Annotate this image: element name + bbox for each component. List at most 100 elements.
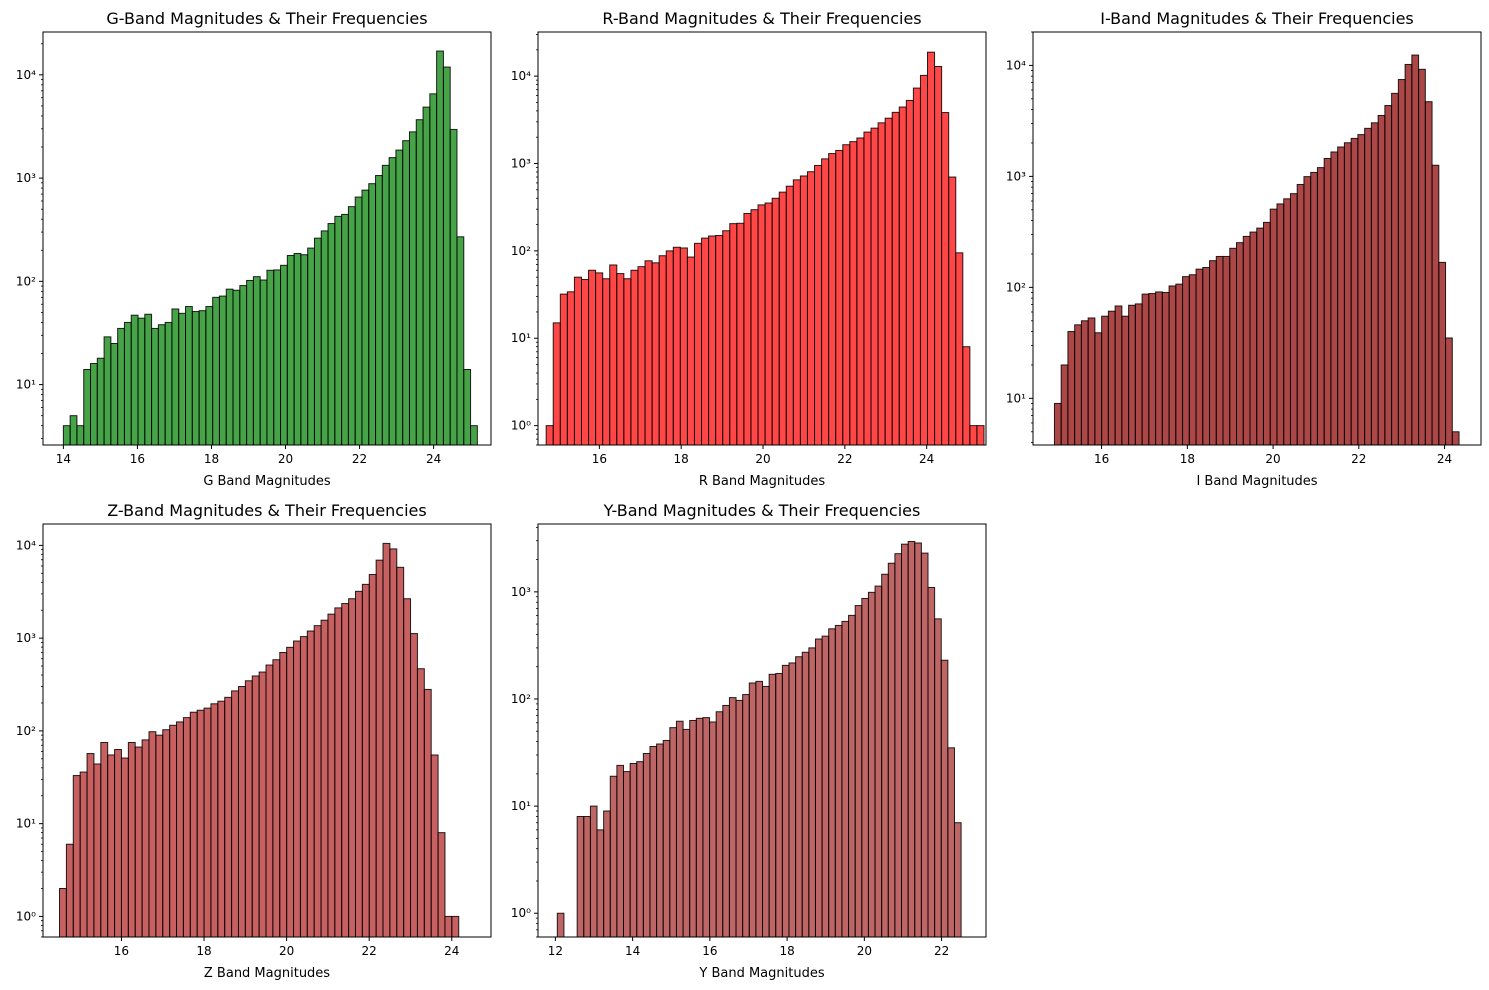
histogram-bar <box>107 754 116 938</box>
histogram-bar <box>1337 146 1345 446</box>
histogram-bar <box>828 628 836 938</box>
y-tick-label: 10¹ <box>16 378 36 392</box>
histogram-bar <box>801 651 810 938</box>
histogram-bar <box>736 222 745 446</box>
histogram-bar <box>1377 114 1386 446</box>
histogram-bar <box>1229 247 1238 446</box>
histogram-bar <box>1283 198 1291 446</box>
histogram-bar <box>1350 137 1359 446</box>
histogram-bar <box>327 223 336 446</box>
x-tick-label: 12 <box>548 944 563 958</box>
chart-title: G-Band Magnitudes & Their Frequencies <box>106 9 427 28</box>
histogram-bar <box>728 697 737 938</box>
histogram-bar <box>148 731 157 938</box>
histogram-bar <box>334 607 343 938</box>
histogram-bar <box>947 747 955 938</box>
histogram-bar <box>1411 54 1420 446</box>
histogram-bar <box>1445 337 1453 446</box>
histogram-bar <box>861 597 869 938</box>
histogram-bar <box>76 425 85 446</box>
histogram-bar <box>279 652 288 938</box>
histogram-bar <box>259 279 268 446</box>
histogram-bar <box>821 158 830 446</box>
histogram-bar <box>205 306 214 446</box>
histogram-bar <box>410 633 418 938</box>
histogram-bar <box>196 709 205 938</box>
histogram-bar <box>1330 151 1339 446</box>
histogram-bar <box>313 625 322 938</box>
histogram-bar <box>1141 293 1150 446</box>
histogram-bar <box>320 230 329 446</box>
histogram-bar <box>559 293 568 446</box>
histogram-bar <box>416 668 425 938</box>
histogram-bar <box>130 314 139 446</box>
chart-panel-2: 16 18 20 22 24 10⁰ 10¹ 10² 10³ 10⁴ R-Band Magnitud… <box>511 9 987 489</box>
histogram-bar <box>919 74 929 446</box>
y-tick-label: 10² <box>511 244 531 258</box>
histogram-bar <box>1182 276 1190 446</box>
histogram-bar <box>649 746 658 938</box>
histogram-bar <box>848 614 856 938</box>
histogram-bar <box>630 269 639 446</box>
chart-panel-5: 12 14 16 18 20 22 10⁰ 10¹ 10² 10³ Y-Band Magnitude… <box>511 501 987 981</box>
histogram-bar <box>341 213 349 446</box>
x-tick-label: 18 <box>204 452 219 466</box>
histogram-bar <box>849 141 858 446</box>
histogram-bar <box>573 276 582 446</box>
histogram-bar <box>828 153 837 446</box>
histogram-bar <box>273 269 282 446</box>
histogram-bar <box>103 336 112 446</box>
histogram-bar <box>583 815 591 938</box>
histogram-bar <box>788 662 797 938</box>
histogram-bar <box>764 202 773 446</box>
histogram-bar <box>382 542 391 938</box>
histogram-bar <box>231 690 239 938</box>
histogram-bar <box>86 753 95 938</box>
histogram-bar <box>602 278 611 446</box>
histogram-bar <box>157 324 166 446</box>
histogram-bar <box>709 721 717 938</box>
histogram-bar <box>962 346 971 446</box>
y-tick-label: 10² <box>16 274 36 288</box>
histogram-bar <box>914 542 922 938</box>
histogram-bar <box>347 206 356 446</box>
histogram-bar <box>1222 255 1231 446</box>
histogram-bar <box>368 183 377 446</box>
histogram-bar <box>246 279 254 446</box>
histogram-bar <box>686 256 695 446</box>
histogram-bar <box>1080 320 1089 446</box>
histogram-bar <box>1357 134 1366 446</box>
histogram-bar <box>265 664 274 938</box>
histogram-bar <box>327 613 336 938</box>
y-tick-label: 10¹ <box>511 331 531 345</box>
histogram-bar <box>437 832 446 938</box>
histogram-bar <box>806 171 816 446</box>
histogram-bar <box>854 605 863 938</box>
x-tick-label: 16 <box>702 944 717 958</box>
x-tick-label: 18 <box>1180 452 1195 466</box>
histogram-bar <box>1384 105 1393 446</box>
histogram-bar <box>127 741 136 938</box>
y-tick-label: 10³ <box>511 157 531 171</box>
histogram-bar <box>898 106 907 446</box>
y-tick-label: 10⁰ <box>511 906 531 920</box>
x-tick-label: 14 <box>56 452 71 466</box>
histogram-bar <box>422 106 431 446</box>
histogram-bar <box>1370 122 1379 446</box>
histogram-bar <box>69 415 78 446</box>
histogram-bar <box>912 87 921 446</box>
histogram-bar <box>224 696 233 938</box>
histogram-bar <box>675 720 684 938</box>
histogram-bar <box>210 703 219 938</box>
histogram-bar <box>616 764 625 938</box>
histogram-bar <box>642 752 651 938</box>
histogram-bar <box>258 671 267 938</box>
histogram-bar <box>715 711 724 938</box>
histogram-bar <box>123 321 132 446</box>
y-tick-label: 10⁰ <box>16 909 36 923</box>
histogram-bar <box>701 237 710 446</box>
histogram-bar <box>354 590 363 938</box>
histogram-bar <box>463 369 472 446</box>
histogram-bar <box>198 310 207 446</box>
histogram-bar <box>470 425 478 446</box>
